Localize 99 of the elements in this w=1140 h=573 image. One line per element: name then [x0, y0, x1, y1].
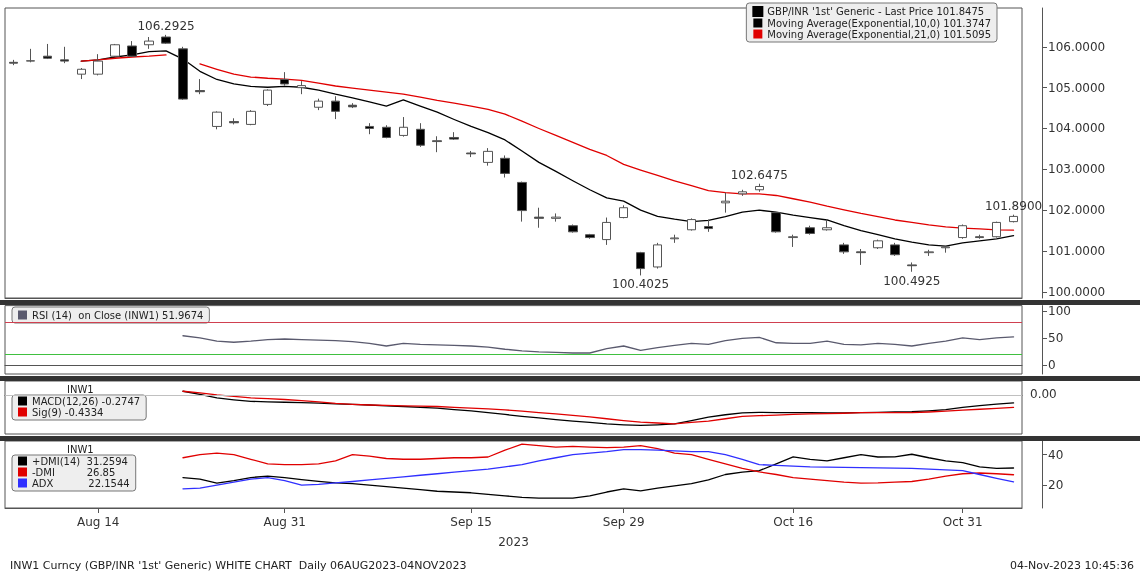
x-tick-label: Sep 29 — [602, 515, 645, 529]
y-tick-label: 105.0000 — [1048, 80, 1106, 95]
text: INW1 Curncy (GBP/INR '1st' Generic) WHITE CHART Daily 06AUG2023-04NOV2023 — [10, 559, 467, 572]
candlestick — [738, 189, 747, 197]
candlestick — [856, 248, 866, 266]
y-tick-label: 40 — [1048, 447, 1064, 462]
legend-label: -DMI 26.85 — [32, 466, 116, 478]
legend-label: ADX 22.1544 — [32, 477, 130, 489]
candlestick — [907, 261, 917, 273]
candlestick — [331, 95, 340, 120]
text: 0.00 — [1030, 386, 1057, 401]
candlestick — [992, 221, 1001, 239]
candlestick — [365, 122, 374, 135]
legend-label: MACD(12,26) -0.2747 — [32, 395, 141, 407]
x-tick-label: Oct 16 — [773, 515, 814, 529]
candlestick — [110, 43, 120, 58]
candlestick — [399, 116, 408, 138]
candlestick — [416, 122, 425, 148]
annotation: 106.2925 — [137, 18, 195, 33]
candlestick — [619, 204, 628, 219]
candlestick — [534, 207, 544, 229]
candlestick — [314, 98, 323, 111]
candlestick — [263, 88, 272, 107]
y-tick-label: 20 — [1048, 478, 1064, 493]
x-axis-title: 2023 — [498, 535, 529, 549]
candlestick — [26, 48, 35, 63]
text: 04-Nov-2023 10:45:36 — [1010, 559, 1135, 572]
candlestick — [653, 242, 662, 270]
legend-label: Moving Average(Exponential,10,0) 101.3747 — [767, 17, 992, 29]
candlestick — [755, 183, 764, 193]
candlestick — [60, 46, 69, 64]
candlestick — [1009, 214, 1018, 223]
candlestick — [483, 147, 493, 167]
candlestick — [788, 234, 798, 248]
line-series — [182, 335, 1015, 354]
line-series — [182, 453, 1015, 499]
x-tick-label: Aug 14 — [76, 515, 120, 529]
legend-label: GBP/INR '1st' Generic - Last Price 101.8475 — [767, 6, 985, 17]
y-tick-label: 100.0000 — [1048, 284, 1106, 299]
line-series — [182, 443, 1015, 484]
y-tick-label: 101.0000 — [1048, 244, 1106, 259]
candlestick — [500, 154, 510, 179]
candlestick — [704, 219, 713, 233]
candlestick — [43, 43, 52, 60]
x-tick-label: Sep 15 — [450, 515, 492, 529]
annotation: 102.6475 — [730, 167, 788, 182]
candlestick — [568, 223, 578, 234]
line-series — [182, 448, 1015, 490]
y-tick-label: 103.0000 — [1048, 162, 1106, 177]
candlestick — [382, 124, 391, 139]
candlestick — [975, 234, 984, 240]
annotation: 101.8900 — [984, 198, 1043, 213]
candlestick — [517, 181, 527, 223]
candlestick — [941, 246, 950, 254]
candlestick — [721, 192, 730, 214]
y-tick-label: 50 — [1048, 330, 1064, 345]
candlestick — [873, 239, 883, 250]
candlestick — [432, 135, 442, 153]
legend-label: +DMI(14) 31.2594 — [32, 455, 128, 467]
annotation: 100.4925 — [883, 273, 941, 288]
x-tick-label: Oct 31 — [942, 515, 983, 529]
candlestick — [93, 53, 103, 76]
x-tick-label: Aug 31 — [263, 515, 306, 529]
candlestick — [602, 217, 611, 246]
candlestick — [670, 234, 679, 244]
candlestick — [229, 117, 239, 125]
annotation: 100.4025 — [611, 277, 670, 292]
candlestick — [958, 223, 967, 240]
candlestick — [636, 251, 645, 276]
candlestick — [924, 249, 934, 257]
candlestick — [449, 131, 459, 141]
candlestick — [212, 110, 222, 130]
candlestick — [585, 233, 595, 240]
legend-label: Sig(9) -0.4334 — [32, 406, 104, 418]
candlestick — [161, 34, 171, 45]
y-tick-label: 104.0000 — [1048, 121, 1106, 136]
candlestick — [890, 242, 900, 257]
candlestick — [144, 36, 154, 50]
candlestick — [297, 80, 306, 95]
candlestick — [551, 212, 561, 223]
candlestick — [805, 225, 815, 236]
candlestick — [246, 109, 256, 126]
candlestick — [822, 219, 832, 232]
y-tick-label: 0 — [1048, 357, 1056, 372]
legend-title: INW1 — [67, 383, 94, 395]
candlestick — [771, 211, 781, 234]
candlestick — [195, 78, 205, 95]
y-tick-label: 106.0000 — [1048, 39, 1106, 54]
candlestick — [466, 150, 476, 158]
candlestick — [839, 242, 849, 255]
legend-label: RSI (14) on Close (INW1) 51.9674 — [32, 309, 204, 321]
candlestick — [77, 67, 86, 80]
legend-label: Moving Average(Exponential,21,0) 101.5095 — [767, 28, 992, 40]
candlestick — [687, 217, 696, 232]
candlestick — [280, 71, 289, 87]
y-tick-label: 102.0000 — [1048, 203, 1106, 218]
legend-title: INW1 — [67, 443, 94, 455]
candlestick — [9, 59, 18, 66]
y-tick-label: 100 — [1048, 304, 1071, 318]
